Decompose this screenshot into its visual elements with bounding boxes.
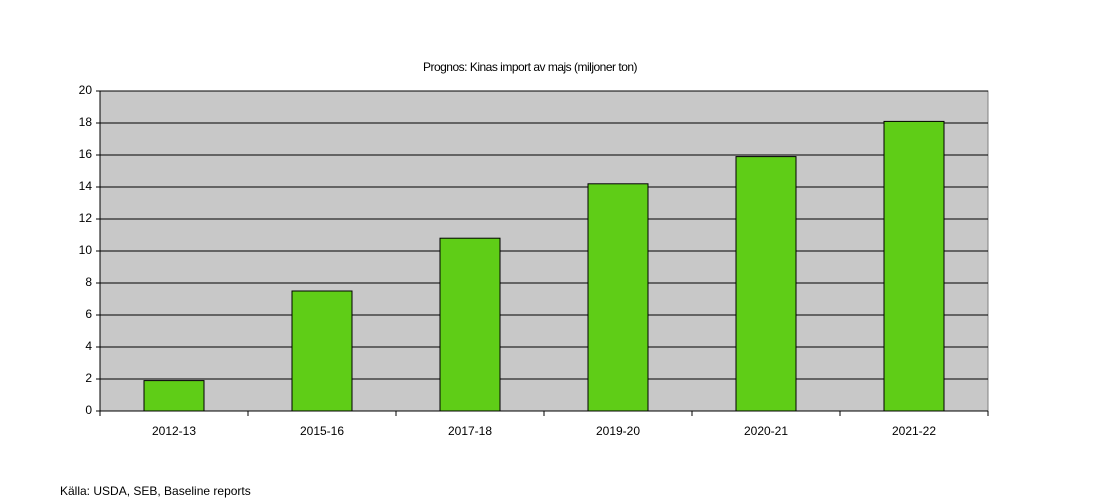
chart-title: Prognos: Kinas import av majs (miljoner …	[423, 60, 638, 74]
y-tick-label: 12	[79, 211, 93, 225]
y-tick-label: 10	[79, 243, 93, 257]
y-tick-label: 2	[85, 371, 92, 385]
bar	[291, 290, 353, 412]
bar	[587, 183, 649, 412]
bar	[143, 380, 205, 412]
x-tick-label: 2015-16	[300, 424, 344, 438]
x-tick-label: 2017-18	[448, 424, 492, 438]
y-tick-label: 16	[79, 147, 93, 161]
x-tick-label: 2021-22	[892, 424, 936, 438]
y-tick-label: 14	[79, 179, 93, 193]
x-tick-label: 2020-21	[744, 424, 788, 438]
y-tick-label: 4	[85, 339, 92, 353]
x-tick-label: 2019-20	[596, 424, 640, 438]
bar	[735, 156, 797, 412]
x-tick-label: 2012-13	[152, 424, 196, 438]
y-tick-label: 18	[79, 115, 93, 129]
y-tick-label: 8	[85, 275, 92, 289]
y-tick-label: 0	[85, 403, 92, 417]
y-tick-label: 6	[85, 307, 92, 321]
bar	[439, 237, 501, 412]
y-tick-label: 20	[79, 83, 93, 97]
source-note: Källa: USDA, SEB, Baseline reports	[60, 484, 251, 498]
bar	[883, 120, 945, 412]
